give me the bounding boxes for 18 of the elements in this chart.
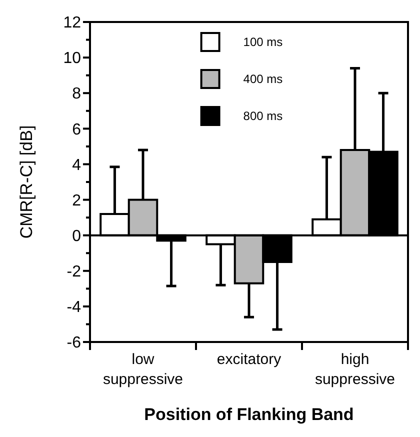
x-tick-label: high suppressive — [314, 351, 396, 388]
legend-label: 100 ms — [243, 35, 283, 50]
y-tick-label: -4 — [66, 299, 82, 316]
y-tick-label: 2 — [72, 192, 82, 210]
x-axis-title: Position of Flanking Band — [144, 405, 354, 424]
y-tick-label: -6 — [66, 334, 82, 352]
legend-label: 400 ms — [243, 72, 283, 86]
y-tick-label: 10 — [63, 50, 82, 68]
y-tick-label: 6 — [72, 121, 82, 138]
x-tick-label: excitatory — [216, 351, 282, 368]
y-axis-title: CMR[R-C] [dB] — [17, 125, 36, 239]
y-tick-label: -2 — [66, 263, 82, 280]
legend-label: 800 ms — [243, 109, 283, 124]
y-tick-label: 0 — [72, 228, 82, 245]
y-tick-label: 4 — [72, 156, 82, 174]
y-tick-label: 12 — [63, 14, 82, 32]
y-tick-label: 8 — [72, 86, 82, 103]
x-tick-label: low suppressive — [102, 351, 184, 388]
